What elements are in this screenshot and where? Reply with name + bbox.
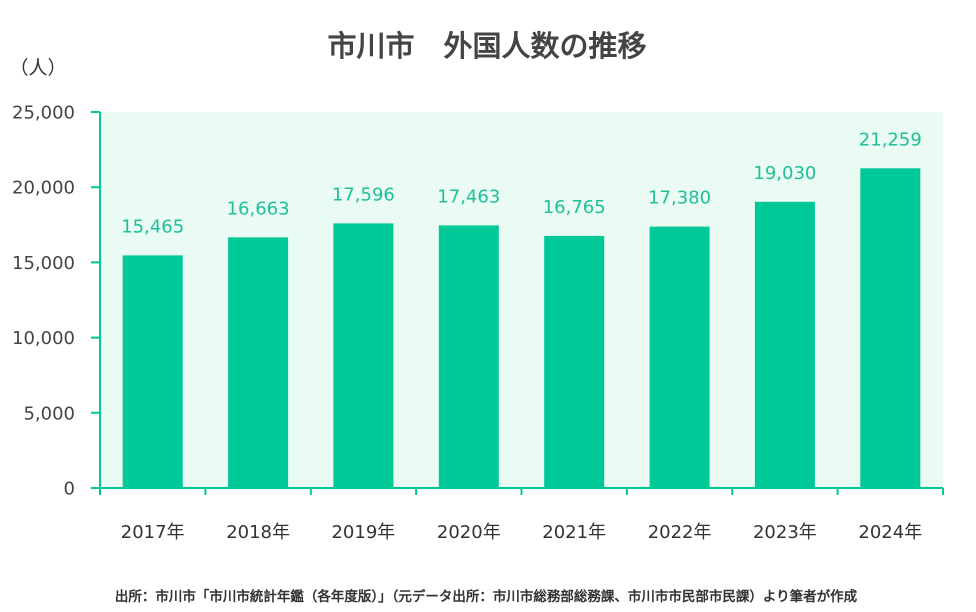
bar-value-label: 16,663 <box>227 198 290 219</box>
y-tick-label: 20,000 <box>12 178 75 199</box>
bar-value-label: 17,596 <box>332 184 395 205</box>
y-tick-label: 15,000 <box>12 253 75 274</box>
value-labels-group: 15,465 16,663 17,596 17,463 16,765 17,380 19,0… <box>121 129 922 237</box>
axes-group <box>99 112 944 495</box>
x-category-label: 2017年 <box>121 522 185 543</box>
y-tick-label: 25,000 <box>12 103 75 124</box>
bar-5 <box>544 235 605 488</box>
bar-value-label: 15,465 <box>121 216 184 237</box>
bars-group <box>122 168 921 489</box>
x-category-label: 2019年 <box>331 522 395 543</box>
x-category-label: 2020年 <box>437 522 501 543</box>
x-category-label: 2024年 <box>858 522 922 543</box>
x-categories-group: 2017年 2018年 2019年 2020年 2021年 2022年 2023年 2024年 <box>121 522 922 543</box>
bar-value-label: 17,380 <box>648 188 711 209</box>
x-category-label: 2023年 <box>753 522 817 543</box>
bar-6 <box>649 226 710 488</box>
y-tick-label: 10,000 <box>12 328 75 349</box>
bar-value-label: 21,259 <box>859 129 922 150</box>
bar-8 <box>860 168 921 489</box>
y-axis-unit-label: （人） <box>9 57 66 79</box>
plot-background <box>100 112 943 488</box>
bar-value-label: 16,765 <box>543 197 606 218</box>
y-tick-label: 0 <box>64 479 75 500</box>
bar-value-label: 19,030 <box>753 163 816 184</box>
x-category-label: 2022年 <box>648 522 712 543</box>
x-category-label: 2021年 <box>542 522 606 543</box>
chart-title: 市川市 外国人数の推移 <box>327 29 646 63</box>
x-category-label: 2018年 <box>226 522 290 543</box>
bar-value-label: 17,463 <box>437 186 500 207</box>
bar-2 <box>228 237 289 488</box>
bar-1 <box>122 255 183 488</box>
source-note: 出所：市川市「市川市統計年鑑（各年度版）」（元データ出所：市川市総務部総務課、市… <box>115 588 858 605</box>
bar-7 <box>754 201 815 489</box>
y-ticks-group: 0 5,000 10,000 15,000 20,000 25,000 <box>12 103 100 500</box>
bar-4 <box>438 225 499 488</box>
bar-3 <box>333 223 394 488</box>
y-tick-label: 5,000 <box>23 403 75 424</box>
